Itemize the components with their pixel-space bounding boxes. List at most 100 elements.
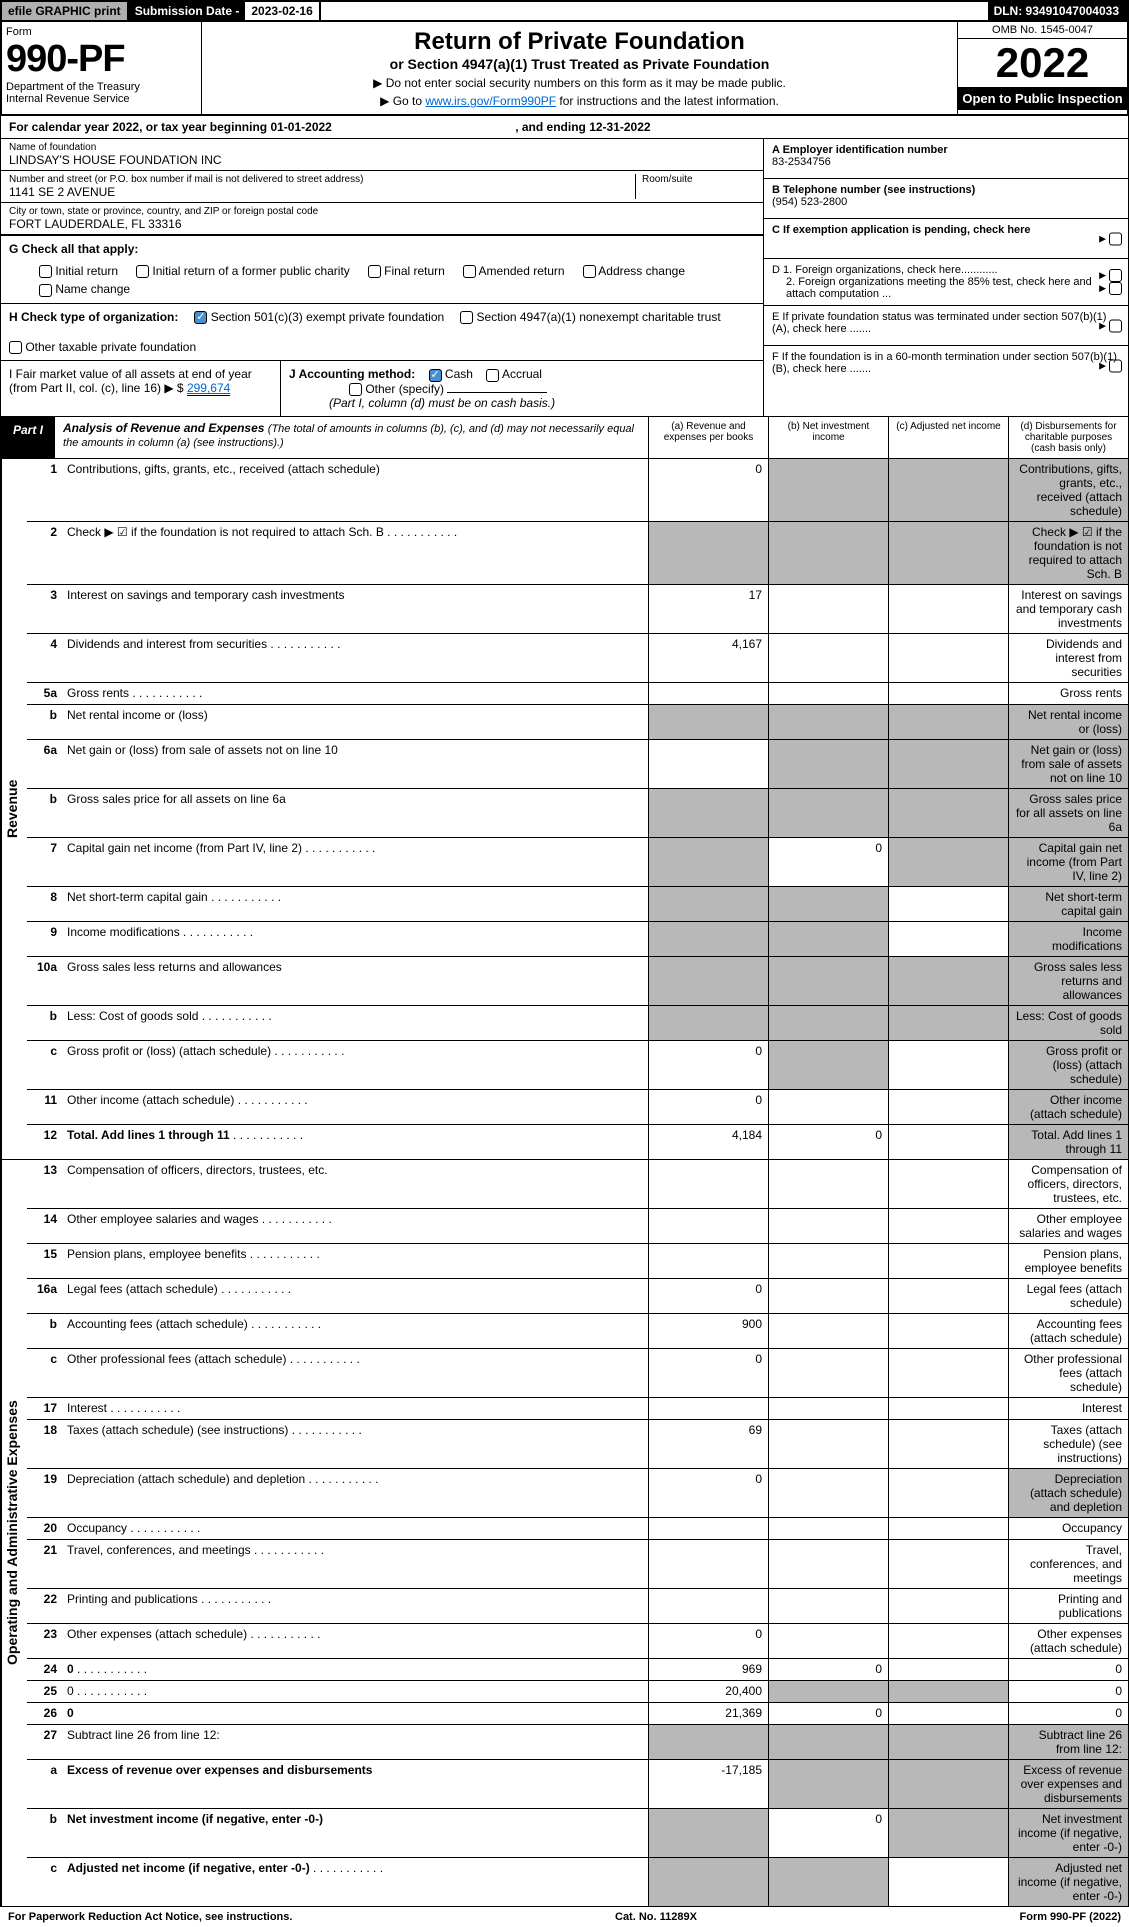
chk-f[interactable] [1109, 360, 1122, 373]
cell-b [768, 1279, 888, 1313]
cell-d: Contributions, gifts, grants, etc., rece… [1008, 459, 1128, 521]
chk-name[interactable] [39, 284, 52, 297]
cell-b: 0 [768, 1809, 888, 1857]
cell-c [888, 522, 1008, 584]
cell-b [768, 683, 888, 704]
chk-address[interactable] [583, 265, 596, 278]
line-desc: Other income (attach schedule) [63, 1090, 648, 1124]
phone: (954) 523-2800 [772, 196, 847, 208]
cell-b: 0 [768, 838, 888, 886]
cell-b: 0 [768, 1703, 888, 1724]
cell-d: Net gain or (loss) from sale of assets n… [1008, 740, 1128, 788]
foundation-name-label: Name of foundation [9, 142, 755, 153]
cell-a [648, 1858, 768, 1906]
cell-c [888, 705, 1008, 739]
chk-other-tax[interactable] [9, 341, 22, 354]
chk-c[interactable] [1109, 232, 1122, 245]
cell-a: 900 [648, 1314, 768, 1348]
line-number: b [27, 1006, 63, 1040]
table-row: 15Pension plans, employee benefitsPensio… [27, 1244, 1128, 1279]
chk-e[interactable] [1109, 319, 1122, 332]
ein-label: A Employer identification number [772, 144, 948, 156]
line-number: 17 [27, 1398, 63, 1419]
cell-c [888, 1681, 1008, 1702]
line-desc: Accounting fees (attach schedule) [63, 1314, 648, 1348]
cell-c [888, 1858, 1008, 1906]
cell-c [888, 459, 1008, 521]
irs-link[interactable]: www.irs.gov/Form990PF [425, 94, 556, 108]
cell-b [768, 1589, 888, 1623]
cell-a [648, 705, 768, 739]
line-desc: Gross rents [63, 683, 648, 704]
cell-b [768, 789, 888, 837]
chk-amended[interactable] [463, 265, 476, 278]
fmv-value: 299,674 [187, 381, 230, 396]
chk-accrual[interactable] [486, 369, 499, 382]
line-number: 21 [27, 1540, 63, 1588]
line-number: 20 [27, 1518, 63, 1539]
chk-d1[interactable] [1109, 269, 1122, 282]
chk-cash[interactable] [429, 369, 442, 382]
j-label: J Accounting method: [289, 367, 415, 381]
cell-d: Excess of revenue over expenses and disb… [1008, 1760, 1128, 1808]
line-number: 7 [27, 838, 63, 886]
cell-b [768, 887, 888, 921]
chk-4947[interactable] [460, 311, 473, 324]
chk-other-method[interactable] [349, 383, 362, 396]
line-number: 24 [27, 1659, 63, 1680]
chk-initial[interactable] [39, 265, 52, 278]
table-row: 13Compensation of officers, directors, t… [27, 1160, 1128, 1209]
cell-b [768, 1469, 888, 1517]
line-desc: Printing and publications [63, 1589, 648, 1623]
table-row: bGross sales price for all assets on lin… [27, 789, 1128, 838]
cell-c [888, 1703, 1008, 1724]
cell-a [648, 1160, 768, 1208]
cell-c [888, 1125, 1008, 1159]
cell-a [648, 1809, 768, 1857]
line-desc: Excess of revenue over expenses and disb… [63, 1760, 648, 1808]
table-row: cAdjusted net income (if negative, enter… [27, 1858, 1128, 1906]
line-number: 9 [27, 922, 63, 956]
cell-b [768, 740, 888, 788]
cell-a: 20,400 [648, 1681, 768, 1702]
table-row: 14Other employee salaries and wagesOther… [27, 1209, 1128, 1244]
line-desc: Gross sales price for all assets on line… [63, 789, 648, 837]
table-row: 19Depreciation (attach schedule) and dep… [27, 1469, 1128, 1518]
cell-a [648, 1398, 768, 1419]
line-number: 1 [27, 459, 63, 521]
cell-a [648, 838, 768, 886]
cell-a: 0 [648, 1041, 768, 1089]
table-row: 10aGross sales less returns and allowanc… [27, 957, 1128, 1006]
cell-a [648, 887, 768, 921]
cell-a: 21,369 [648, 1703, 768, 1724]
cell-c [888, 683, 1008, 704]
cell-d: Other income (attach schedule) [1008, 1090, 1128, 1124]
chk-d2[interactable] [1109, 282, 1122, 295]
cell-c [888, 1624, 1008, 1658]
col-b-header: (b) Net investment income [768, 417, 888, 458]
chk-initial-former[interactable] [136, 265, 149, 278]
part1-title: Analysis of Revenue and Expenses [63, 421, 264, 435]
line-desc: Less: Cost of goods sold [63, 1006, 648, 1040]
top-bar: efile GRAPHIC print Submission Date - 20… [0, 0, 1129, 22]
address-label: Number and street (or P.O. box number if… [9, 174, 635, 185]
cell-b [768, 1420, 888, 1468]
j-note: (Part I, column (d) must be on cash basi… [329, 396, 555, 410]
part1-header: Part I Analysis of Revenue and Expenses … [0, 417, 1129, 459]
chk-501c3[interactable] [194, 311, 207, 324]
cell-d: Gross sales less returns and allowances [1008, 957, 1128, 1005]
table-row: 23Other expenses (attach schedule)0Other… [27, 1624, 1128, 1659]
cell-b [768, 1041, 888, 1089]
table-row: bNet rental income or (loss)Net rental i… [27, 705, 1128, 740]
cell-c [888, 1398, 1008, 1419]
expenses-table: Operating and Administrative Expenses 13… [0, 1160, 1129, 1907]
revenue-label: Revenue [1, 459, 27, 1159]
line-number: b [27, 789, 63, 837]
line-desc: Travel, conferences, and meetings [63, 1540, 648, 1588]
chk-final[interactable] [368, 265, 381, 278]
cell-a: 4,167 [648, 634, 768, 682]
table-row: bAccounting fees (attach schedule)900Acc… [27, 1314, 1128, 1349]
line-number: 25 [27, 1681, 63, 1702]
cell-d: Check ▶ ☑ if the foundation is not requi… [1008, 522, 1128, 584]
cell-c [888, 740, 1008, 788]
